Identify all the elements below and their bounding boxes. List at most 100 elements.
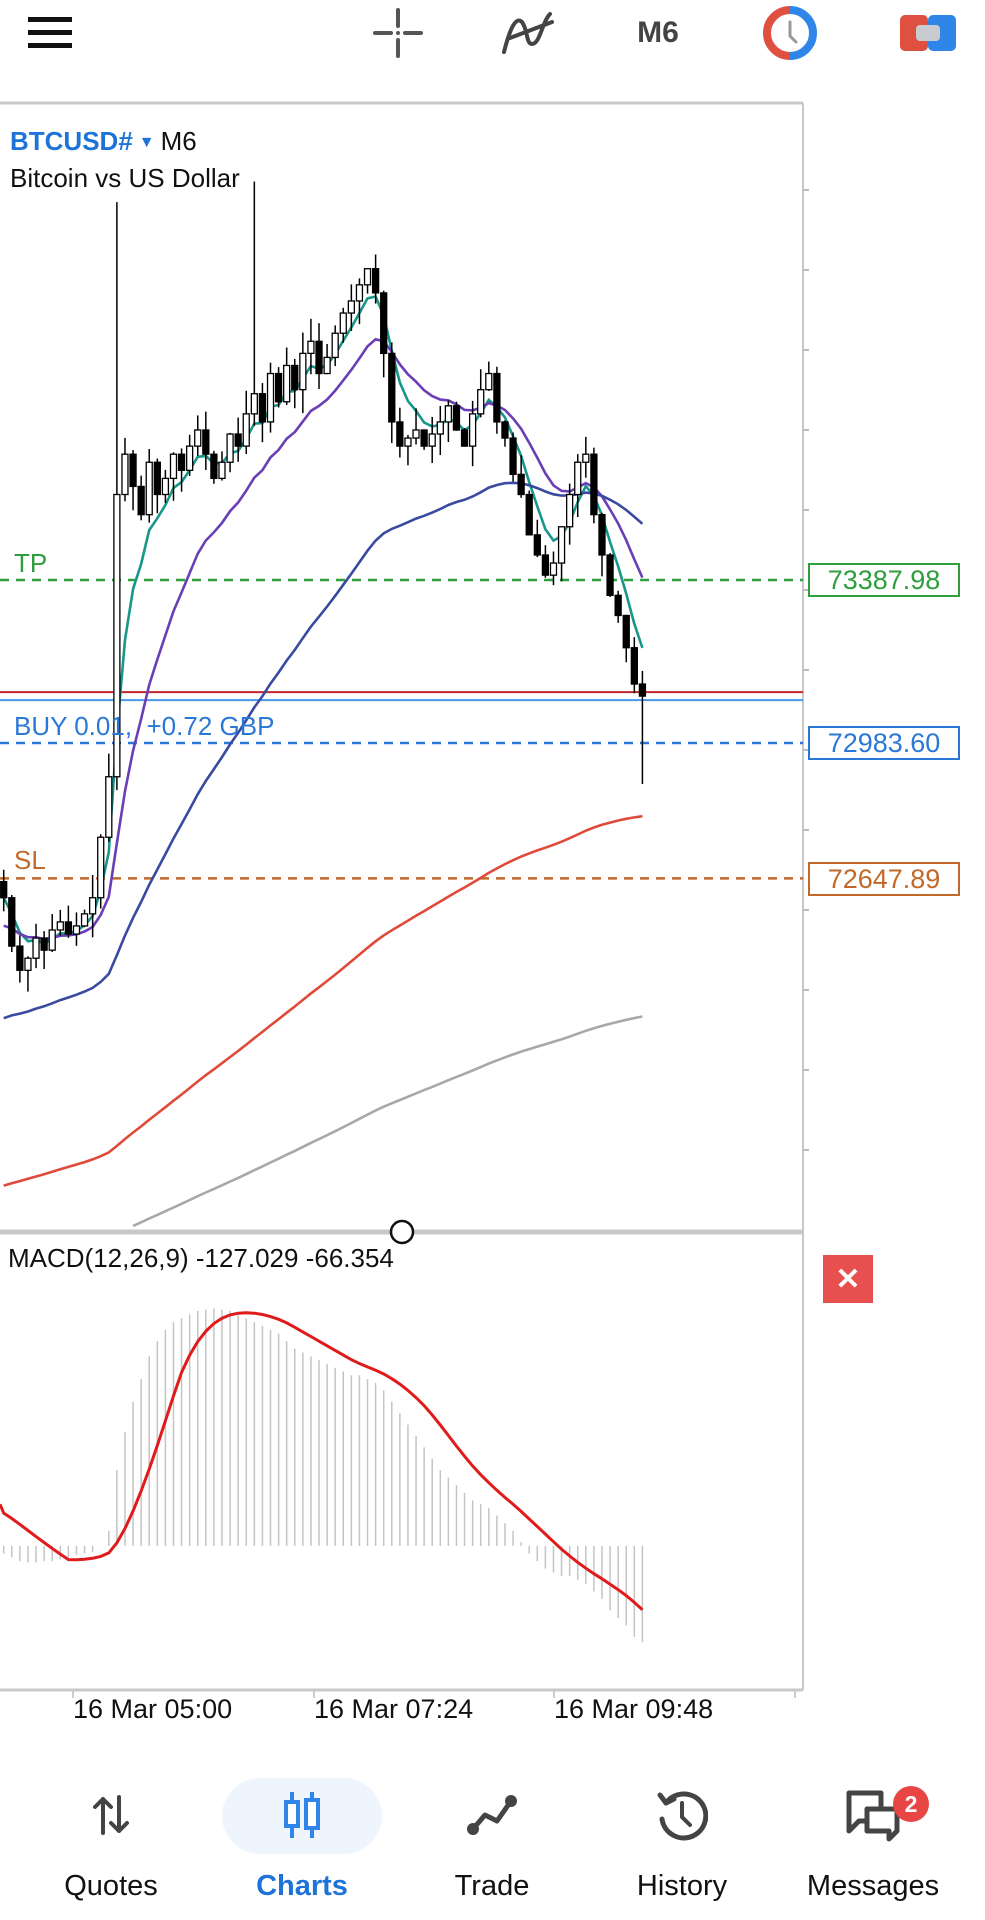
bear-candle — [291, 364, 299, 391]
nav-label: History — [636, 1870, 728, 1902]
bull-candle — [477, 389, 485, 415]
trading-session-clock-icon[interactable] — [763, 6, 817, 60]
symbol-header[interactable]: BTCUSD# ▼ M6 — [10, 126, 197, 157]
bull-candle — [242, 413, 250, 447]
bull-candle — [145, 461, 153, 516]
bear-candle — [153, 461, 161, 496]
bull-candle — [566, 493, 574, 528]
price-chart[interactable] — [0, 0, 985, 1760]
bear-candle — [501, 421, 509, 439]
symbol-timeframe: M6 — [160, 126, 197, 156]
position-label[interactable]: BUY 0.01, +0.72 GBP — [14, 711, 275, 741]
bull-candle — [323, 356, 331, 375]
bear-candle — [0, 880, 8, 899]
bull-candle — [121, 453, 129, 496]
bull-candle — [105, 776, 113, 838]
sl-label: SL — [14, 845, 46, 875]
bear-candle — [388, 352, 396, 423]
bull-candle — [24, 957, 32, 971]
bear-candle — [493, 372, 501, 423]
bear-candle — [234, 433, 242, 447]
bull-candle — [72, 925, 81, 935]
nav-label: Quotes — [64, 1870, 158, 1902]
tp-label: TP — [14, 548, 48, 578]
bull-candle — [468, 413, 477, 447]
bull-candle — [549, 562, 558, 576]
bear-candle — [129, 453, 137, 488]
macd-signal-line — [0, 1311, 644, 1611]
bear-candle — [40, 937, 48, 951]
moving-average-line — [132, 1015, 643, 1228]
bear-candle — [315, 340, 323, 375]
bear-candle — [606, 554, 614, 596]
tp-price-label: 73387.98 — [808, 563, 960, 597]
bull-candle — [339, 312, 347, 334]
bull-candle — [218, 461, 226, 480]
nav-messages[interactable]: 2 Messages — [778, 1760, 968, 1920]
bear-candle — [598, 514, 606, 556]
bull-candle — [169, 453, 178, 480]
nav-history[interactable]: History — [587, 1760, 777, 1920]
symbol-code[interactable]: BTCUSD# — [10, 126, 133, 156]
close-indicator-button[interactable]: ✕ — [823, 1255, 873, 1303]
bottom-navigation: Quotes Charts Trade History 2 Messages — [0, 1760, 985, 1920]
timeframe-button[interactable]: M6 — [637, 16, 679, 49]
bear-candle — [396, 421, 404, 447]
bear-candle — [380, 292, 388, 355]
bear-candle — [509, 437, 517, 475]
symbol-description: Bitcoin vs US Dollar — [10, 163, 240, 193]
pane-resize-handle[interactable] — [389, 1219, 415, 1245]
bear-candle — [638, 683, 647, 697]
dropdown-triangle-icon[interactable]: ▼ — [138, 134, 155, 151]
nav-label: Trade — [454, 1870, 530, 1902]
one-click-trading-icon[interactable] — [900, 8, 956, 58]
bear-candle — [8, 897, 16, 947]
bull-candle — [428, 433, 436, 447]
bear-candle — [590, 453, 598, 516]
nav-charts[interactable]: Charts — [207, 1760, 397, 1920]
hamburger-menu-icon[interactable] — [25, 8, 75, 58]
nav-quotes[interactable]: Quotes — [16, 1760, 206, 1920]
bear-candle — [177, 453, 186, 471]
time-label: 16 Mar 09:48 — [554, 1694, 714, 1724]
bull-candle — [582, 453, 590, 463]
bear-candle — [517, 473, 525, 496]
bear-candle — [371, 268, 380, 294]
bear-candle — [420, 429, 428, 447]
moving-average-line — [3, 337, 644, 941]
messages-badge: 2 — [893, 1786, 929, 1822]
bear-candle — [460, 429, 469, 447]
bear-candle — [541, 554, 550, 576]
bear-candle — [210, 453, 218, 480]
candlestick-icon — [284, 1792, 320, 1838]
crosshair-icon[interactable] — [373, 8, 423, 58]
moving-average-line — [3, 814, 643, 1187]
bull-candle — [299, 352, 307, 391]
bull-candle — [161, 477, 170, 496]
bull-candle — [485, 372, 493, 391]
bear-candle — [630, 647, 638, 685]
moving-average-line — [3, 481, 644, 1020]
bull-candle — [307, 340, 315, 355]
nav-trade[interactable]: Trade — [397, 1760, 587, 1920]
bear-candle — [452, 405, 461, 431]
bull-candle — [250, 393, 258, 415]
bull-candle — [355, 284, 364, 302]
bull-candle — [48, 929, 56, 951]
active-tab-highlight — [222, 1778, 382, 1854]
bull-candle — [444, 405, 453, 423]
bull-candle — [186, 445, 194, 471]
nav-label: Charts — [256, 1870, 348, 1902]
bull-candle — [347, 300, 356, 314]
bull-candle — [226, 433, 234, 463]
bull-candle — [557, 526, 566, 564]
indicator-f-icon[interactable] — [500, 8, 556, 58]
bull-candle — [266, 372, 275, 423]
bear-candle — [274, 372, 283, 403]
bull-candle — [56, 921, 64, 931]
bull-candle — [436, 421, 444, 435]
bear-candle — [16, 945, 24, 971]
bull-candle — [363, 268, 372, 286]
top-toolbar: M6 — [0, 0, 985, 80]
trade-line-icon — [467, 1795, 517, 1835]
